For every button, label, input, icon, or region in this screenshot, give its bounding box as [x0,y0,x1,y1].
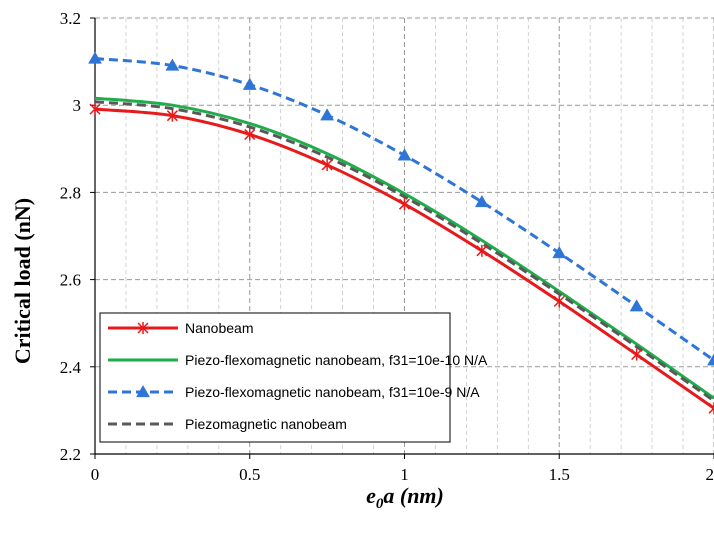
y-tick-label: 2.4 [60,358,82,377]
y-tick-label: 2.8 [60,183,81,202]
x-tick-label: 2 [706,465,714,484]
x-axis-title-rest: a [383,483,394,508]
legend-label-1: Piezo-flexomagnetic nanobeam, f31=10e-10… [185,352,488,368]
legend: Nanobeam Piezo-flexomagnetic nanobeam, f3… [100,313,488,442]
legend-label-0: Nanobeam [185,320,254,336]
x-tick-label: 0.5 [239,465,260,484]
y-tick-label: 3.2 [60,9,81,28]
legend-label-3: Piezomagnetic nanobeam [185,416,347,432]
x-tick-label: 0 [91,465,100,484]
y-tick-label: 2.6 [60,271,81,290]
x-axis-title-base: e [366,483,376,508]
y-tick-label: 3 [73,96,82,115]
x-axis-title-unit: (nm) [400,483,444,508]
x-tick-label: 1 [400,465,409,484]
y-axis-title: Critical load (nN) [10,198,35,364]
x-tick-label: 1.5 [549,465,570,484]
y-tick-label: 2.2 [60,445,81,464]
legend-label-2: Piezo-flexomagnetic nanobeam, f31=10e-9 … [185,384,480,400]
